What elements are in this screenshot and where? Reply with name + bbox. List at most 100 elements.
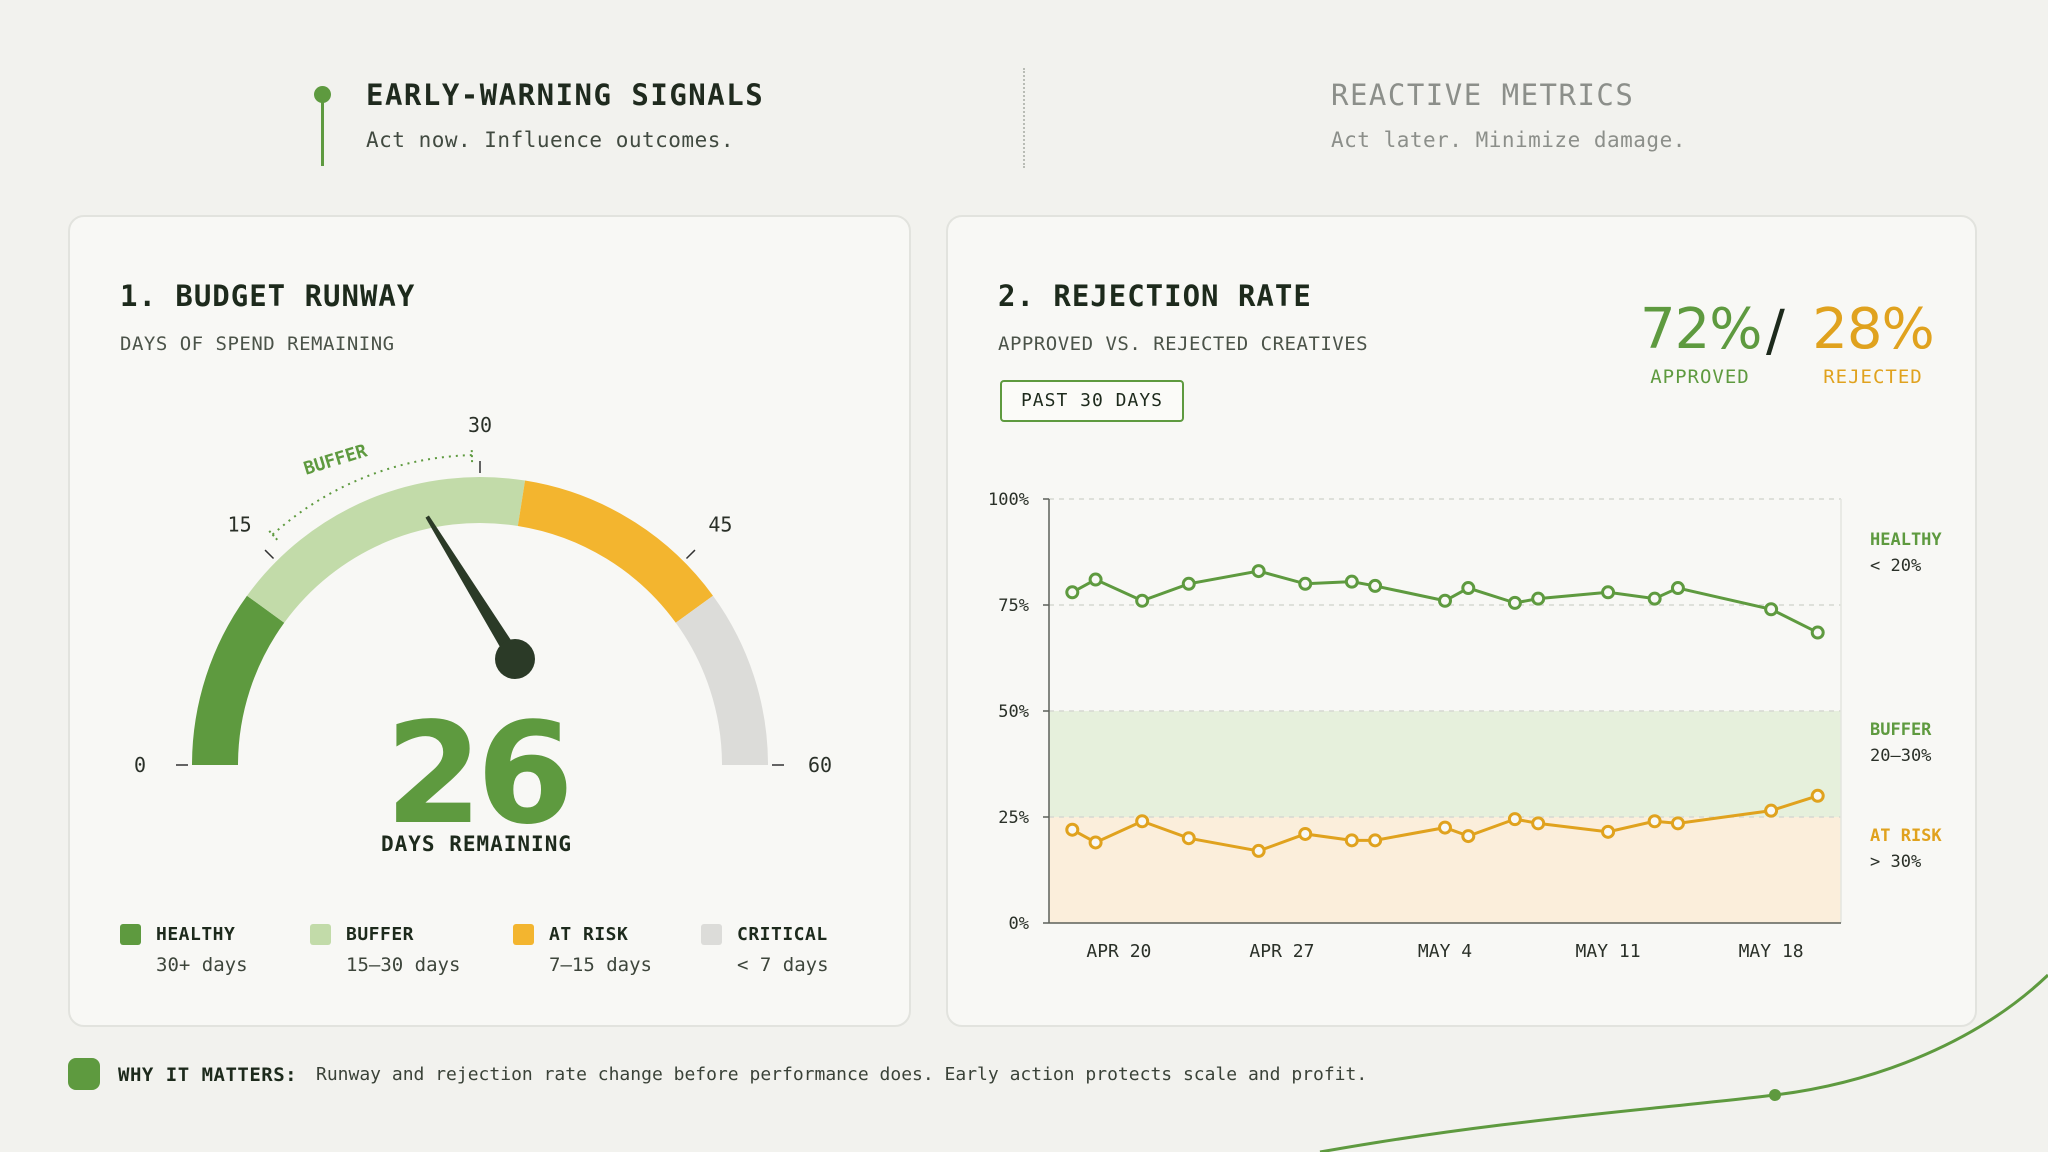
gauge-tick-label: 45	[708, 513, 732, 537]
legend-range: < 7 days	[737, 954, 829, 976]
data-point-rejected	[1647, 814, 1662, 829]
zone-label-range: 20–30%	[1870, 746, 1931, 766]
approved-label: APPROVED	[1650, 366, 1750, 388]
data-point-rejected	[1065, 822, 1080, 837]
data-point-rejected	[1810, 788, 1825, 803]
gauge-needle-hub	[495, 639, 535, 679]
zone-label-name: AT RISK	[1870, 826, 1942, 846]
buffer-annotation: BUFFER	[301, 440, 369, 479]
footer-label: WHY IT MATTERS:	[118, 1064, 298, 1086]
rejection-rate-chart: 100% 75% 50% 25% 0% APR 20 APR 27 MAY 4 MAY 11 MA…	[988, 490, 1942, 962]
data-point-rejected	[1344, 833, 1359, 848]
curve-dot	[1769, 1089, 1781, 1101]
data-point-approved	[1461, 581, 1476, 596]
data-point-rejected	[1298, 826, 1313, 841]
rejection-rate-subtitle: APPROVED VS. REJECTED CREATIVES	[998, 333, 1369, 355]
data-point-rejected	[1601, 824, 1616, 839]
x-tick-label: APR 27	[1249, 941, 1314, 962]
rejection-rate-title: 2. REJECTION RATE	[998, 279, 1312, 313]
gauge-band-healthy	[192, 595, 285, 766]
data-point-approved	[1531, 591, 1546, 606]
data-point-approved	[1135, 593, 1150, 608]
data-point-approved	[1298, 576, 1313, 591]
gauge-tick	[264, 549, 275, 560]
budget-runway-card: 1. BUDGET RUNWAY DAYS OF SPEND REMAINING…	[68, 215, 911, 1027]
data-point-rejected	[1135, 814, 1150, 829]
gauge-tick-label: 15	[228, 513, 252, 537]
gauge-band-critical	[675, 595, 768, 766]
data-point-rejected	[1088, 835, 1103, 850]
footer-text: Runway and rejection rate change before …	[316, 1064, 1368, 1085]
budget-runway-subtitle: DAYS OF SPEND REMAINING	[120, 333, 395, 355]
data-point-rejected	[1507, 812, 1522, 827]
legend-range: 30+ days	[156, 954, 248, 976]
data-point-approved	[1507, 595, 1522, 610]
approved-kpi: 72% APPROVED	[1640, 297, 1762, 388]
days-remaining-value: 26	[385, 693, 574, 856]
gauge-tick-label: 30	[468, 413, 492, 437]
legend-swatch-healthy	[120, 924, 141, 945]
data-point-approved	[1344, 574, 1359, 589]
data-point-approved	[1601, 585, 1616, 600]
y-tick-label: 75%	[998, 596, 1029, 616]
early-warning-subtitle: Act now. Influence outcomes.	[366, 128, 735, 152]
y-tick-label: 50%	[998, 702, 1029, 722]
rejected-pct: 28%	[1812, 297, 1934, 362]
y-tick-label: 100%	[988, 490, 1029, 510]
legend-name: HEALTHY	[156, 924, 236, 945]
buffer-bracket-end	[267, 528, 278, 541]
data-point-approved	[1438, 593, 1452, 608]
gauge-band-at-risk	[517, 480, 713, 624]
rejected-label: REJECTED	[1823, 366, 1923, 388]
header-divider	[1023, 68, 1025, 168]
legend-name: BUFFER	[346, 924, 415, 945]
rejection-rate-card: 2. REJECTION RATE APPROVED VS. REJECTED …	[946, 215, 1977, 1027]
gauge-needle	[425, 515, 521, 663]
data-point-approved	[1647, 591, 1662, 606]
data-point-rejected	[1438, 820, 1452, 835]
data-point-approved	[1810, 625, 1825, 640]
legend-swatch-critical	[701, 924, 722, 945]
zone-label-name: HEALTHY	[1870, 530, 1942, 550]
x-tick-label: APR 20	[1086, 941, 1151, 962]
gauge-tick-label: 60	[808, 753, 832, 777]
data-point-rejected	[1251, 843, 1266, 858]
data-point-approved	[1181, 576, 1196, 591]
early-warning-header: EARLY-WARNING SIGNALS Act now. Influence…	[366, 78, 764, 152]
runway-gauge: 0 15 30 45 60 BUFFER	[134, 413, 832, 777]
legend-name: CRITICAL	[737, 924, 828, 945]
data-point-rejected	[1368, 833, 1383, 848]
footer-badge-icon	[68, 1058, 100, 1090]
gauge-tick	[685, 549, 696, 560]
data-point-approved	[1368, 578, 1383, 593]
gauge-tick-label: 0	[134, 753, 146, 777]
period-filter-button[interactable]: PAST 30 DAYS	[1000, 380, 1184, 422]
data-point-approved	[1764, 602, 1779, 617]
days-remaining-label: DAYS REMAINING	[380, 832, 572, 856]
data-point-approved	[1065, 585, 1080, 600]
y-tick-label: 25%	[998, 808, 1029, 828]
legend-name: AT RISK	[549, 924, 629, 945]
data-point-rejected	[1764, 803, 1779, 818]
legend-swatch-at-risk	[513, 924, 534, 945]
chart-zone-band	[1049, 711, 1841, 817]
approved-pct: 72%	[1640, 297, 1762, 362]
x-tick-label: MAY 4	[1418, 941, 1472, 962]
y-tick-label: 0%	[1009, 914, 1029, 934]
zone-label-name: BUFFER	[1870, 720, 1932, 740]
reactive-metrics-header: REACTIVE METRICS Act later. Minimize dam…	[1331, 78, 1686, 152]
gauge-band-buffer	[247, 477, 526, 623]
x-tick-label: MAY 18	[1739, 941, 1804, 962]
data-point-rejected	[1670, 816, 1685, 831]
x-tick-label: MAY 11	[1576, 941, 1641, 962]
legend-range: 7–15 days	[549, 954, 652, 976]
early-warning-title: EARLY-WARNING SIGNALS	[366, 78, 765, 112]
budget-runway-title: 1. BUDGET RUNWAY	[120, 279, 416, 313]
legend-swatch-buffer	[310, 924, 331, 945]
header-pin-stem	[321, 92, 324, 166]
reactive-metrics-subtitle: Act later. Minimize damage.	[1331, 128, 1686, 152]
legend-range: 15–30 days	[346, 954, 461, 976]
reactive-metrics-title: REACTIVE METRICS	[1331, 78, 1635, 112]
zone-label-range: < 20%	[1870, 556, 1921, 576]
data-point-approved	[1088, 572, 1103, 587]
